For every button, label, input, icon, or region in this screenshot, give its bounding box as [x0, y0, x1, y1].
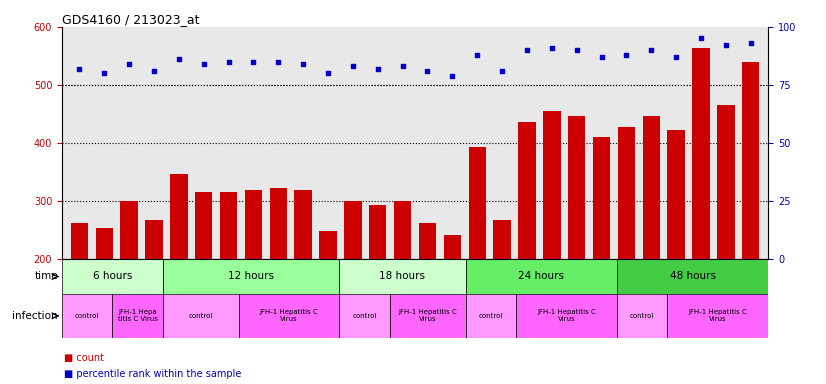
Point — [222, 59, 235, 65]
Text: control: control — [188, 313, 213, 319]
Point — [297, 61, 310, 67]
Point — [446, 73, 459, 79]
Point — [620, 52, 633, 58]
Point — [695, 35, 708, 41]
Point — [272, 59, 285, 65]
Point — [520, 47, 534, 53]
Bar — [390, 294, 466, 338]
Bar — [163, 259, 339, 294]
Bar — [244, 190, 262, 376]
Bar — [692, 48, 710, 376]
Point — [570, 47, 583, 53]
Point — [645, 47, 658, 53]
Bar — [220, 192, 237, 376]
Point — [471, 52, 484, 58]
Point — [719, 42, 733, 48]
Point — [744, 40, 757, 46]
Bar — [617, 259, 768, 294]
Text: JFH-1 Hepatitis C
Virus: JFH-1 Hepatitis C Virus — [398, 310, 457, 322]
Bar — [369, 205, 387, 376]
Bar — [667, 130, 685, 376]
Point — [321, 70, 335, 76]
Point — [371, 66, 384, 72]
Bar — [544, 111, 561, 376]
Point — [346, 63, 359, 70]
Bar — [568, 116, 586, 376]
Text: 24 hours: 24 hours — [518, 271, 564, 281]
Bar — [62, 294, 112, 338]
Point — [595, 54, 608, 60]
Text: 12 hours: 12 hours — [228, 271, 274, 281]
Text: GDS4160 / 213023_at: GDS4160 / 213023_at — [62, 13, 199, 26]
Bar — [618, 127, 635, 376]
Bar — [320, 231, 337, 376]
Bar — [466, 259, 617, 294]
Point — [496, 68, 509, 74]
Bar — [717, 105, 734, 376]
Text: control: control — [353, 313, 377, 319]
Text: 6 hours: 6 hours — [93, 271, 132, 281]
Point — [172, 56, 185, 63]
Bar — [62, 259, 163, 294]
Text: JFH-1 Hepatitis C
Virus: JFH-1 Hepatitis C Virus — [537, 310, 596, 322]
Bar — [667, 294, 768, 338]
Text: ■ percentile rank within the sample: ■ percentile rank within the sample — [64, 369, 241, 379]
Point — [122, 61, 135, 67]
Bar — [344, 201, 362, 376]
Bar — [617, 294, 667, 338]
Bar — [96, 228, 113, 376]
Point — [670, 54, 683, 60]
Text: JFH-1 Hepatitis C
Virus: JFH-1 Hepatitis C Virus — [688, 310, 747, 322]
Bar — [71, 223, 88, 376]
Point — [545, 45, 558, 51]
Bar — [468, 147, 486, 376]
Bar — [394, 201, 411, 376]
Text: JFH-1 Hepatitis C
Virus: JFH-1 Hepatitis C Virus — [259, 310, 318, 322]
Text: control: control — [478, 313, 503, 319]
Bar — [339, 259, 466, 294]
Point — [147, 68, 160, 74]
Text: JFH-1 Hepa
titis C Virus: JFH-1 Hepa titis C Virus — [117, 310, 158, 322]
Text: 18 hours: 18 hours — [379, 271, 425, 281]
Point — [197, 61, 211, 67]
Point — [73, 66, 86, 72]
Bar — [518, 122, 536, 376]
Text: time: time — [34, 271, 58, 281]
Point — [396, 63, 409, 70]
Bar — [112, 294, 163, 338]
Bar — [444, 235, 461, 376]
Text: 48 hours: 48 hours — [670, 271, 715, 281]
Bar — [170, 174, 188, 376]
Bar — [239, 294, 339, 338]
Bar — [466, 294, 516, 338]
Bar — [121, 201, 138, 376]
Point — [247, 59, 260, 65]
Bar — [163, 294, 239, 338]
Bar — [339, 294, 390, 338]
Bar — [493, 220, 510, 376]
Point — [421, 68, 434, 74]
Bar — [269, 188, 287, 376]
Text: control: control — [75, 313, 99, 319]
Bar — [145, 220, 163, 376]
Bar — [516, 294, 617, 338]
Text: control: control — [630, 313, 654, 319]
Bar — [195, 192, 212, 376]
Bar — [742, 62, 759, 376]
Bar — [643, 116, 660, 376]
Bar — [419, 223, 436, 376]
Text: infection: infection — [12, 311, 58, 321]
Bar — [294, 190, 312, 376]
Text: ■ count: ■ count — [64, 353, 103, 363]
Bar — [593, 137, 610, 376]
Point — [97, 70, 111, 76]
